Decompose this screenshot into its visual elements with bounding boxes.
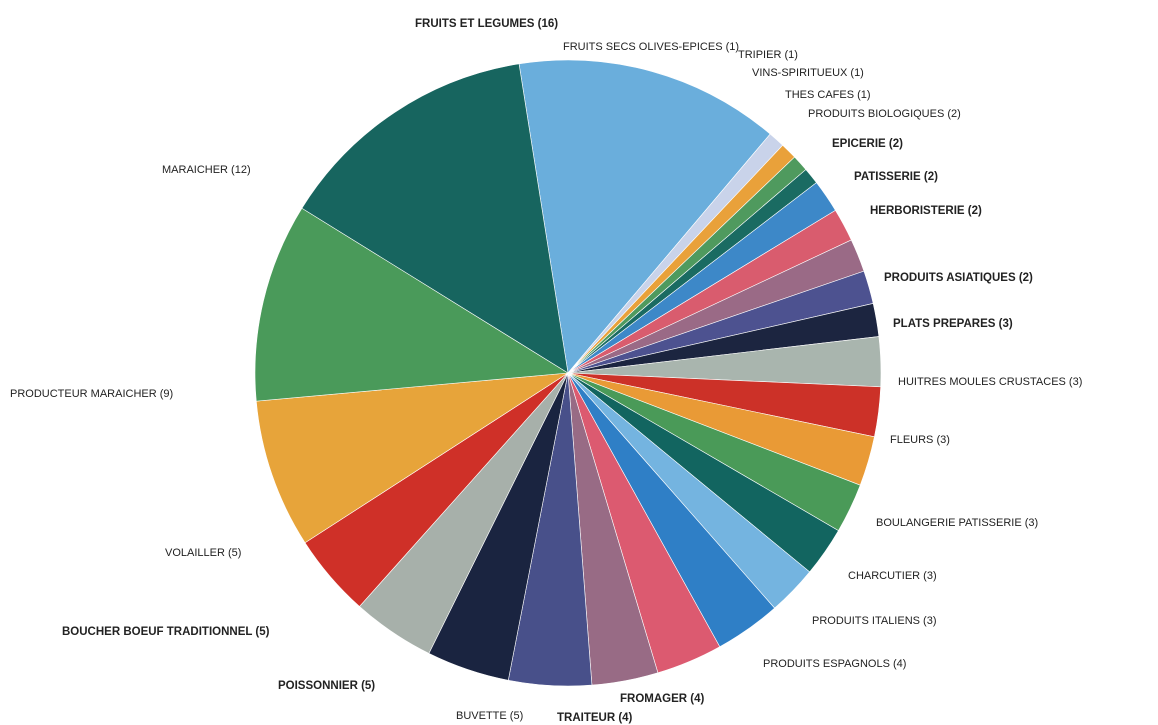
- slice-label-4: THES CAFES (1): [785, 89, 871, 101]
- slices-layer: [254, 59, 882, 687]
- slice-label-6: EPICERIE (2): [832, 138, 903, 150]
- slice-label-21: BOUCHER BOEUF TRADITIONNEL (5): [62, 626, 270, 638]
- slice-label-3: VINS-SPIRITUEUX (1): [752, 67, 864, 79]
- slice-label-9: PRODUITS ASIATIQUES (2): [884, 272, 1033, 284]
- slice-label-14: CHARCUTIER (3): [848, 570, 937, 582]
- slice-label-18: TRAITEUR (4): [557, 712, 633, 724]
- slice-label-10: PLATS PREPARES (3): [893, 318, 1013, 330]
- slice-label-17: FROMAGER (4): [620, 693, 705, 705]
- slice-label-2: TRIPIER (1): [738, 49, 798, 61]
- slice-label-12: FLEURS (3): [890, 434, 950, 446]
- pie-slice-23: [255, 372, 569, 544]
- slice-label-8: HERBORISTERIE (2): [870, 205, 982, 217]
- slice-label-23: PRODUCTEUR MARAICHER (9): [10, 388, 173, 400]
- pie-slice-25: [301, 63, 569, 374]
- slice-label-16: PRODUITS ESPAGNOLS (4): [763, 658, 906, 670]
- slice-label-1: FRUITS SECS OLIVES-EPICES (1): [563, 41, 739, 53]
- slice-label-19: BUVETTE (5): [456, 710, 523, 722]
- pie-slice-24: [254, 207, 569, 402]
- slice-label-22: VOLAILLER (5): [165, 547, 241, 559]
- slice-label-11: HUITRES MOULES CRUSTACES (3): [898, 376, 1082, 388]
- slice-label-7: PATISSERIE (2): [854, 171, 938, 183]
- slice-label-15: PRODUITS ITALIENS (3): [812, 615, 936, 627]
- slice-label-13: BOULANGERIE PATISSERIE (3): [876, 517, 1038, 529]
- slice-label-5: PRODUITS BIOLOGIQUES (2): [808, 108, 961, 120]
- slice-label-0: FRUITS ET LEGUMES (16): [415, 18, 558, 30]
- slice-label-20: POISSONNIER (5): [278, 680, 375, 692]
- labels-layer: FRUITS ET LEGUMES (16) FRUITS SECS OLIVES…: [10, 18, 1082, 724]
- pie-slice-0: [518, 59, 771, 374]
- slice-label-24: MARAICHER (12): [162, 164, 251, 176]
